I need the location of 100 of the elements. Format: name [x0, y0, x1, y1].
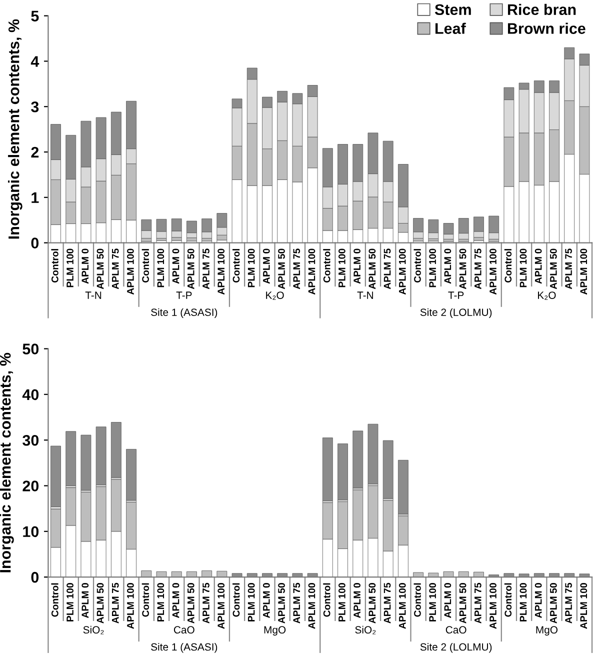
x-tick-label: Control	[414, 249, 421, 283]
x-tick-label: Control	[142, 583, 149, 617]
text: Site 2 (LOLMU)	[420, 642, 492, 653]
x-tick-label: APLM 100	[127, 248, 134, 295]
x-tick-label: APLM 0	[354, 583, 360, 618]
x-tick-label: APLM 50	[278, 248, 285, 290]
x-tick-label: APLM 100	[218, 248, 225, 295]
x-tick-label: APLM 75	[293, 582, 300, 624]
legend-label: Stem	[434, 4, 471, 16]
x-tick-label: Control	[323, 583, 330, 617]
y-tick-label: 5	[31, 10, 39, 22]
x-tick-label: APLM 75	[202, 248, 210, 290]
x-tick-label: APLM 0	[534, 583, 542, 618]
x-tick-label: APLM 75	[112, 582, 119, 624]
y-tick-label: 4	[30, 56, 40, 67]
x-tick-label: APLM 50	[459, 248, 466, 290]
x-tick-label: PLM 100	[520, 583, 527, 622]
x-tick-label: APLM 50	[459, 583, 466, 624]
y-tick-label: 20	[22, 480, 39, 492]
x-tick-label: APLM 0	[82, 248, 89, 284]
y-tick-label: 0	[31, 572, 39, 583]
text: T-N	[357, 292, 373, 299]
text: Site 1 (ASASI)	[151, 642, 218, 653]
x-tick-label: APLM 50	[368, 248, 376, 290]
text: MgO	[536, 626, 558, 636]
x-tick-label: APLM 75	[474, 248, 482, 290]
x-tick-label: APLM 0	[444, 583, 452, 618]
x-tick-label: Control	[504, 583, 512, 617]
x-tick-label: APLM 50	[368, 583, 376, 624]
text: K₂O	[266, 292, 284, 300]
x-tick-label: APLM 0	[82, 583, 89, 618]
x-tick-label: APLM 75	[384, 582, 391, 624]
x-tick-label: APLM 100	[398, 583, 406, 629]
text: SiO₂	[83, 626, 104, 634]
y-tick-label: 1	[32, 192, 39, 203]
x-tick-label: APLM 50	[187, 583, 194, 624]
x-tick-label: PLM 100	[429, 248, 436, 288]
x-tick-label: PLM 100	[338, 583, 346, 622]
legend-label: Rice bran	[508, 4, 576, 16]
x-tick-label: Control	[323, 249, 330, 283]
x-tick-label: PLM 100	[66, 248, 74, 288]
x-tick-label: APLM 50	[96, 583, 104, 624]
x-tick-label: PLM 100	[157, 248, 164, 288]
x-tick-label: PLM 100	[248, 248, 255, 288]
x-tick-label: PLM 100	[338, 248, 346, 288]
x-tick-label: APLM 100	[490, 583, 496, 629]
x-tick-label: APLM 50	[550, 248, 557, 290]
x-tick-label: APLM 75	[202, 582, 210, 624]
y-axis-title: Inorganic element contents, %	[0, 352, 14, 572]
text: MgO	[264, 626, 286, 636]
text: T-N	[85, 292, 102, 299]
x-tick-label: PLM 100	[429, 583, 436, 622]
x-tick-label: Control	[51, 583, 58, 617]
x-tick-label: APLM 100	[218, 583, 225, 629]
x-tick-label: PLM 100	[248, 583, 255, 622]
x-tick-label: PLM 100	[66, 583, 74, 622]
text: CaO	[446, 626, 466, 634]
x-tick-label: APLM 75	[384, 248, 391, 290]
x-tick-label: Control	[414, 583, 421, 617]
x-tick-label: APLM 75	[474, 582, 482, 624]
x-tick-label: APLM 100	[580, 248, 588, 295]
x-tick-label: APLM 0	[172, 248, 180, 284]
x-tick-label: PLM 100	[520, 248, 527, 288]
x-tick-label: Control	[232, 249, 240, 283]
text: T-P	[176, 292, 192, 299]
y-tick-label: 3	[31, 101, 39, 112]
y-tick-label: 30	[22, 434, 39, 446]
x-tick-label: APLM 50	[96, 248, 104, 290]
x-tick-label: APLM 0	[172, 583, 180, 618]
x-tick-label: APLM 100	[580, 583, 588, 629]
x-tick-label: APLM 0	[354, 248, 360, 284]
x-tick-label: APLM 50	[550, 583, 557, 624]
x-tick-label: APLM 75	[293, 248, 300, 290]
x-tick-label: APLM 75	[112, 248, 119, 290]
x-tick-label: APLM 0	[262, 583, 270, 618]
x-tick-label: APLM 0	[444, 248, 452, 284]
y-tick-label: 40	[22, 389, 39, 400]
x-tick-label: Control	[232, 583, 240, 617]
x-tick-label: APLM 75	[565, 582, 572, 624]
text: K₂O	[538, 292, 556, 300]
x-tick-label: APLM 0	[262, 248, 270, 284]
text: SiO₂	[355, 626, 376, 634]
x-tick-label: APLM 0	[534, 248, 542, 284]
x-tick-label: APLM 100	[127, 583, 134, 629]
x-tick-label: PLM 100	[157, 583, 164, 622]
x-tick-label: APLM 100	[398, 248, 406, 295]
y-tick-label: 10	[23, 526, 39, 538]
x-tick-label: APLM 50	[278, 583, 285, 624]
y-tick-label: 50	[22, 344, 39, 354]
x-tick-label: APLM 50	[187, 248, 194, 290]
x-tick-label: Control	[142, 249, 149, 283]
text: T-P	[448, 292, 464, 299]
x-tick-label: APLM 75	[565, 248, 572, 290]
legend-label: Leaf	[435, 22, 466, 34]
text: Site 2 (LOLMU)	[420, 308, 492, 318]
legend-label: Brown rice	[508, 22, 586, 34]
x-tick-label: APLM 100	[308, 248, 316, 295]
y-axis-title: Inorganic element contents, %	[8, 19, 22, 239]
y-tick-label: 2	[31, 146, 39, 158]
x-tick-label: APLM 100	[490, 248, 496, 295]
